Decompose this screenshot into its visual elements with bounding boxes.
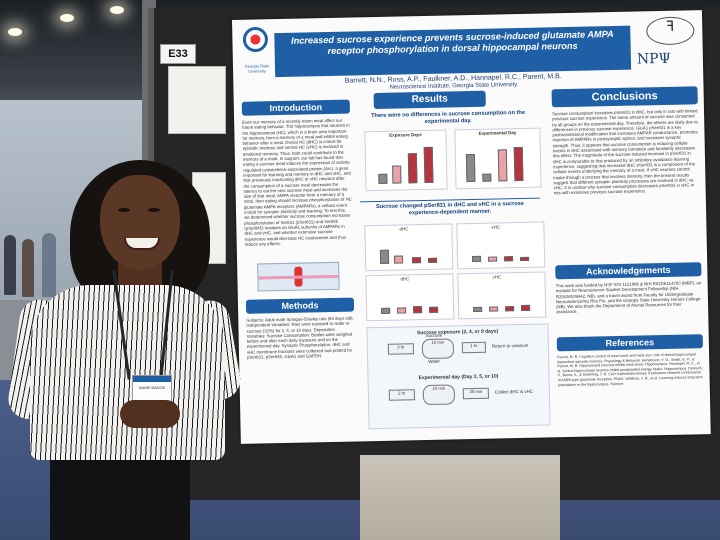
chart-bar bbox=[489, 306, 499, 312]
chart-bar bbox=[465, 153, 476, 183]
results-finding-1: There were no differences in sucrose con… bbox=[371, 109, 525, 125]
research-poster: Georgia State University Increased sucro… bbox=[232, 10, 711, 444]
references-header: References bbox=[556, 334, 703, 352]
board-number-label: E33 bbox=[160, 44, 196, 64]
ceiling-light bbox=[8, 28, 22, 36]
chart-bar bbox=[488, 256, 498, 262]
chart-bar bbox=[482, 173, 492, 182]
chart-bar bbox=[393, 255, 404, 264]
dhc-ser845-plot: dHC bbox=[365, 273, 455, 322]
ceiling-light bbox=[60, 14, 74, 22]
exposure-chart-title: Exposure Days bbox=[389, 132, 422, 138]
poster-title: Increased sucrose experience prevents su… bbox=[274, 25, 632, 78]
results-header: Results bbox=[373, 90, 486, 110]
methods-header: Methods bbox=[245, 297, 355, 314]
chart-bar bbox=[504, 256, 514, 262]
chart-bar bbox=[379, 249, 390, 264]
chart-bar bbox=[412, 257, 422, 264]
schematic-step: 10 min bbox=[421, 338, 455, 360]
chart-bar bbox=[473, 306, 483, 313]
results-finding-2: Sucrose changed pSer831 in dHC and vHC i… bbox=[359, 197, 541, 219]
schematic-step: Collect dHC & vHC bbox=[494, 388, 534, 395]
chart-bar bbox=[397, 307, 407, 314]
schematic-label: Sucrose bbox=[425, 332, 443, 339]
experimental-day-title: Experimental day (Day 3, 5, or 10) bbox=[418, 373, 499, 382]
university-logo-text: Georgia State University bbox=[244, 63, 270, 74]
chart-bar bbox=[513, 146, 524, 182]
experimental-day-chart: Experimental Day bbox=[454, 127, 542, 190]
chart-bar bbox=[471, 255, 482, 263]
chart-bar bbox=[505, 306, 515, 312]
dhc-ser831-plot: dHC bbox=[364, 223, 454, 272]
chart-bar bbox=[521, 304, 531, 312]
presenter-pants bbox=[50, 445, 190, 540]
schematic-step: 30 min bbox=[462, 387, 489, 400]
society-logo: ꟻ bbox=[646, 16, 695, 46]
chart-bar bbox=[381, 307, 391, 314]
schematic-step: 10 min bbox=[422, 384, 456, 406]
panel-label: dHC bbox=[399, 226, 409, 232]
conclusions-text: Sucrose consumption increases pSer831 in… bbox=[551, 108, 698, 196]
chart-bar bbox=[423, 146, 434, 184]
nu-rho-psi-logo: NΡΨ bbox=[636, 50, 672, 68]
vhc-ser831-plot: vHC bbox=[456, 221, 546, 270]
chart-bar bbox=[407, 153, 418, 184]
schematic-step: 1 hr bbox=[461, 341, 487, 354]
chart-bar bbox=[413, 306, 423, 314]
chart-bar bbox=[378, 173, 388, 184]
exposure-days-chart: Exposure Days bbox=[364, 129, 448, 192]
acknowledgements-text: This work was funded by NSF IOS 1121886 … bbox=[555, 280, 702, 315]
references-text: Parent, M. B. Cognitive control of meal … bbox=[557, 352, 703, 387]
schematic-step: 3 hr bbox=[387, 343, 415, 355]
chart-bar bbox=[428, 257, 438, 263]
background-attendees bbox=[0, 225, 60, 305]
introduction-text: Even our memory of a recently eaten meal… bbox=[242, 117, 352, 247]
stone-pillar bbox=[360, 455, 560, 540]
experimental-chart-title: Experimental Day bbox=[478, 130, 517, 136]
schematic-step: Return to vivarium bbox=[491, 342, 529, 349]
experimental-design-schematic: Sucrose exposure (2, 4, or 9 days) 3 hr … bbox=[366, 323, 551, 430]
presenter-face bbox=[100, 175, 180, 270]
presenter-eye bbox=[118, 208, 130, 212]
panel-label: dHC bbox=[400, 276, 410, 282]
vhc-ser845-plot: vHC bbox=[457, 271, 547, 320]
schematic-step: 2 hr bbox=[388, 389, 416, 401]
university-logo bbox=[238, 25, 273, 66]
ceiling-light bbox=[110, 6, 124, 14]
acknowledgements-header: Acknowledgements bbox=[555, 262, 702, 280]
exposure-schedule-title: Sucrose exposure (2, 4, or 9 days) bbox=[416, 328, 499, 337]
presenter-hands bbox=[120, 400, 180, 428]
methods-text: Subjects: Adult male Sprague-Dawley rats… bbox=[246, 315, 354, 360]
chart-bar bbox=[392, 165, 402, 184]
badge-text: NAME BADGE bbox=[138, 385, 166, 390]
panel-label: vHC bbox=[491, 224, 501, 230]
chart-bar bbox=[497, 149, 508, 182]
chart-bar bbox=[520, 256, 530, 262]
introduction-header: Introduction bbox=[241, 99, 350, 116]
conclusions-header: Conclusions bbox=[551, 86, 698, 108]
schematic-label: Water bbox=[428, 358, 441, 364]
chart-bar bbox=[429, 306, 439, 313]
ampa-receptor-diagram bbox=[257, 261, 340, 292]
pinned-handout bbox=[168, 66, 226, 134]
presenter-eye bbox=[148, 208, 160, 212]
panel-label: vHC bbox=[492, 274, 502, 280]
